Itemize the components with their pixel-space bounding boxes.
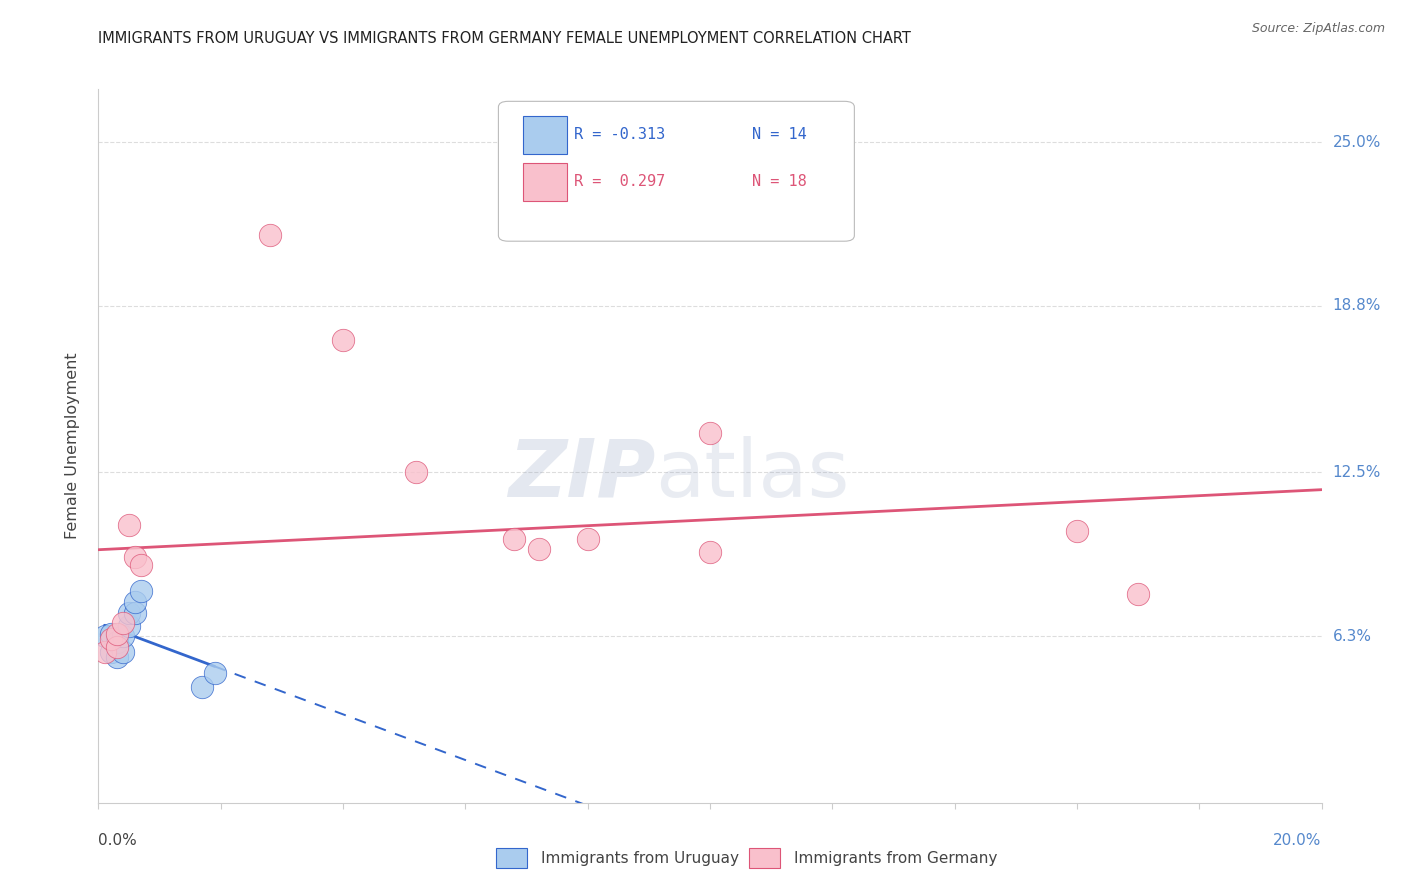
Text: IMMIGRANTS FROM URUGUAY VS IMMIGRANTS FROM GERMANY FEMALE UNEMPLOYMENT CORRELATI: IMMIGRANTS FROM URUGUAY VS IMMIGRANTS FR… — [98, 31, 911, 46]
Point — [111, 645, 134, 659]
Text: N = 18: N = 18 — [752, 175, 807, 189]
Point — [118, 606, 141, 620]
Text: 25.0%: 25.0% — [1333, 135, 1381, 150]
Text: R = -0.313: R = -0.313 — [574, 128, 665, 143]
Point — [100, 645, 122, 659]
Point — [503, 532, 526, 546]
Text: 18.8%: 18.8% — [1333, 299, 1381, 313]
Text: Immigrants from Uruguay: Immigrants from Uruguay — [541, 851, 740, 865]
Point — [129, 558, 152, 572]
Text: Immigrants from Germany: Immigrants from Germany — [794, 851, 998, 865]
Text: 0.0%: 0.0% — [98, 833, 138, 848]
Point — [105, 640, 128, 654]
Text: N = 14: N = 14 — [752, 128, 807, 143]
Point — [124, 606, 146, 620]
Point — [93, 629, 115, 643]
Point — [1128, 587, 1150, 601]
FancyBboxPatch shape — [498, 102, 855, 241]
Point — [527, 542, 550, 557]
Text: ZIP: ZIP — [508, 435, 655, 514]
Point — [100, 626, 122, 640]
Point — [405, 466, 427, 480]
Y-axis label: Female Unemployment: Female Unemployment — [65, 352, 80, 540]
Point — [105, 650, 128, 665]
Text: 20.0%: 20.0% — [1274, 833, 1322, 848]
Text: atlas: atlas — [655, 435, 849, 514]
Point — [93, 645, 115, 659]
Text: Source: ZipAtlas.com: Source: ZipAtlas.com — [1251, 22, 1385, 36]
Point — [105, 626, 128, 640]
Point — [1066, 524, 1088, 538]
Point — [118, 518, 141, 533]
Point — [118, 618, 141, 632]
Point — [100, 632, 122, 646]
Text: 12.5%: 12.5% — [1333, 465, 1381, 480]
Text: 6.3%: 6.3% — [1333, 629, 1372, 644]
Point — [332, 333, 354, 347]
Point — [111, 629, 134, 643]
Point — [129, 584, 152, 599]
Bar — [496, 848, 527, 868]
Point — [191, 680, 214, 694]
Point — [576, 532, 599, 546]
Point — [699, 545, 721, 559]
Bar — [749, 848, 780, 868]
Point — [699, 425, 721, 440]
Point — [105, 634, 128, 648]
FancyBboxPatch shape — [523, 162, 567, 202]
Point — [259, 227, 281, 242]
Point — [124, 549, 146, 564]
Point — [204, 666, 226, 681]
FancyBboxPatch shape — [523, 116, 567, 154]
Point — [111, 616, 134, 631]
Text: R =  0.297: R = 0.297 — [574, 175, 665, 189]
Point — [124, 595, 146, 609]
